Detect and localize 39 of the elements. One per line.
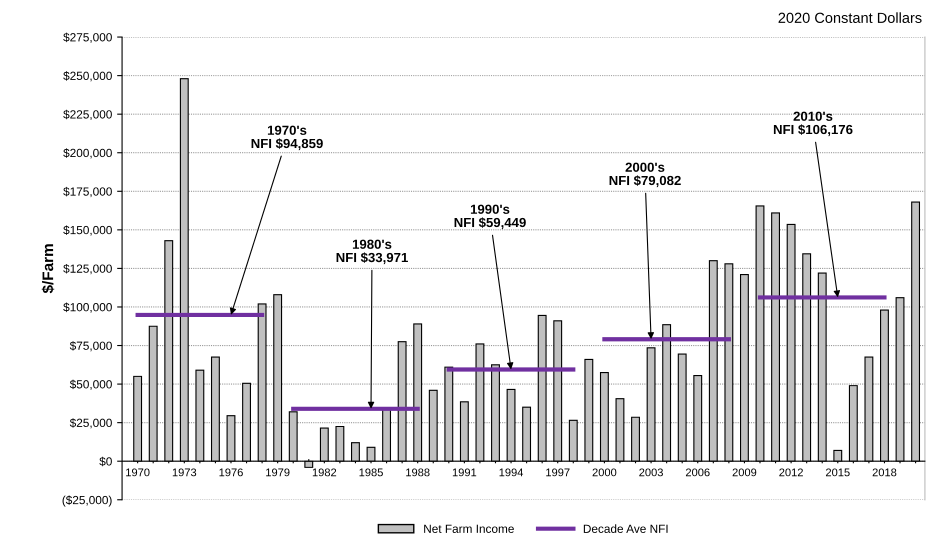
y-axis-title: $/Farm [42,244,54,294]
x-tick-label: 2003 [639,468,663,476]
y-tick-label: $0 [99,456,112,466]
y-tick-label: $75,000 [70,341,112,352]
annotation: 1970's NFI $94,859 [252,126,323,150]
y-tick-label: $50,000 [70,380,112,390]
x-tick-label: 2015 [826,468,850,476]
annotation: 1990's NFI $59,449 [454,204,526,230]
x-tick-label: 1973 [172,468,196,476]
annotation: 2010's NFI $106,176 [774,112,853,136]
x-tick-label: 1976 [219,468,243,476]
annotation: 1980's NFI $33,971 [336,240,408,264]
x-tick-label: 2009 [732,468,756,476]
y-tick-label: $25,000 [70,418,112,428]
x-tick-label: 2000 [592,468,616,476]
x-tick-label: 1970 [126,468,150,476]
text: 2020 Constant Dollars [778,12,922,23]
annotation: 2000's NFI $79,082 [610,162,681,188]
y-tick-label: $100,000 [63,302,112,313]
x-tick-label: 1985 [360,468,383,476]
x-tick-label: 2018 [872,468,896,476]
x-tick-label: 1994 [500,468,524,476]
y-tick-label: $275,000 [63,32,112,43]
legend-label: Decade Ave NFI [584,524,668,533]
x-tick-label: 1988 [406,468,430,476]
y-tick-label: $175,000 [63,186,112,198]
y-tick-label: $150,000 [63,225,112,236]
y-tick-label: $200,000 [63,148,112,159]
y-tick-label: $225,000 [63,110,112,120]
x-tick-label: 1982 [312,468,336,476]
x-tick-label: 2006 [686,468,710,476]
y-tick-label: ($25,000) [62,495,112,507]
legend-label: Net Farm Income [424,524,514,533]
x-tick-label: 2012 [779,468,803,476]
x-tick-label: 1997 [546,468,570,476]
y-tick-label: $125,000 [63,264,112,274]
y-tick-label: $250,000 [63,71,112,82]
x-tick-label: 1979 [266,468,290,476]
x-tick-label: 1991 [452,468,476,476]
